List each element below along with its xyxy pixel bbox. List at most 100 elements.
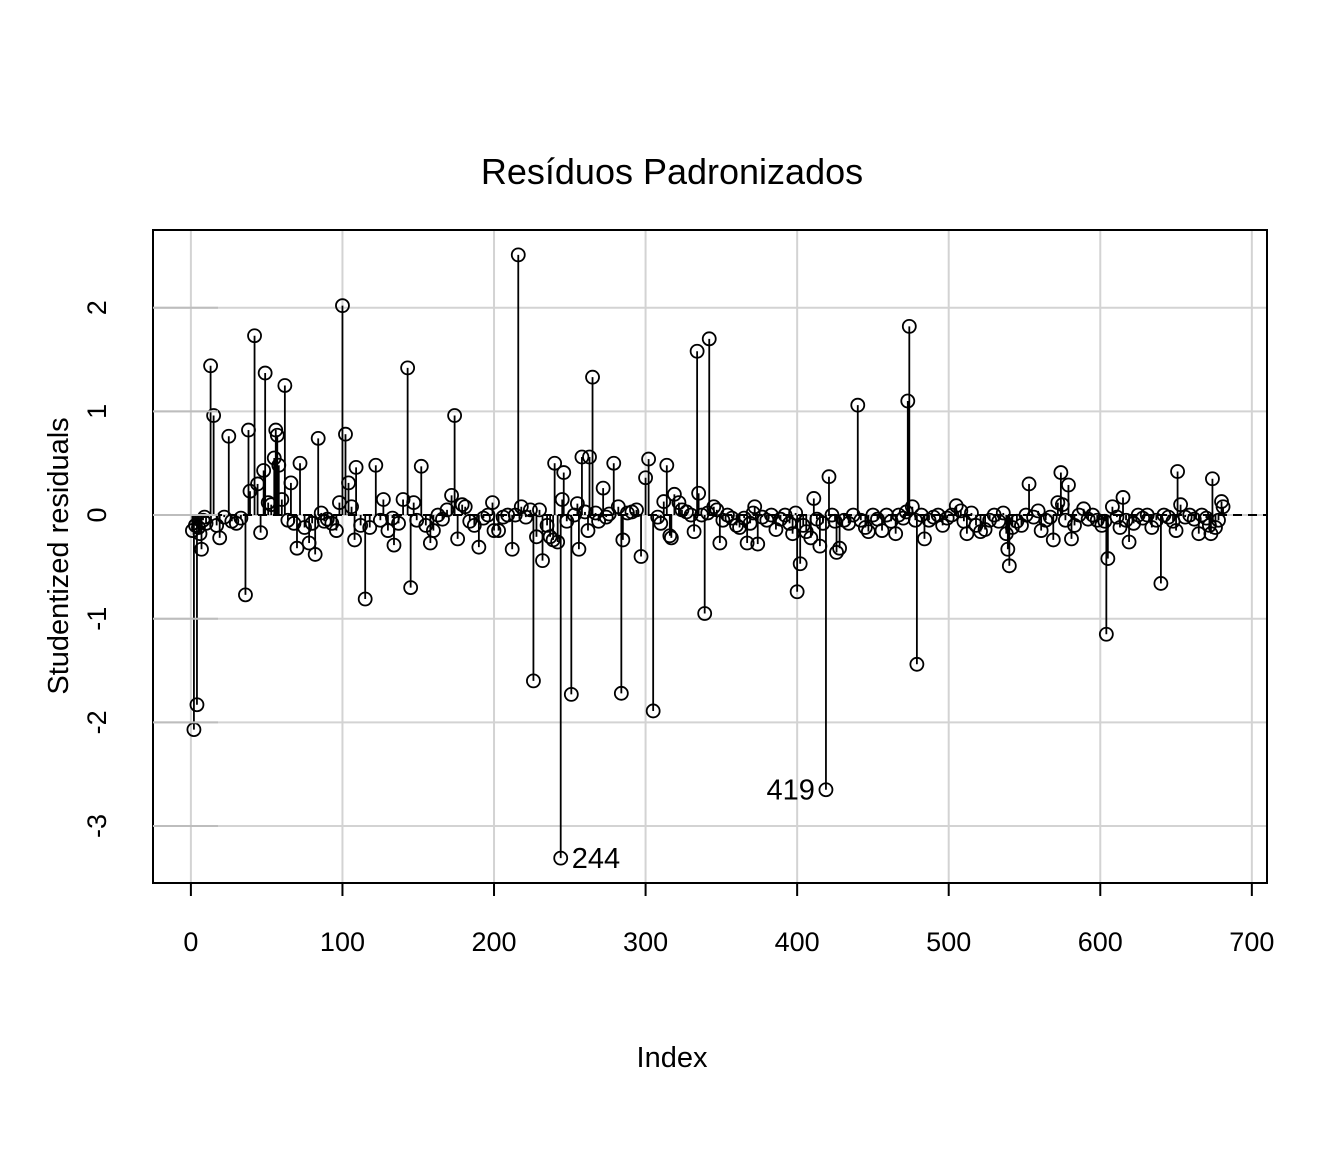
residual-point: [1211, 512, 1226, 528]
residual-point: [845, 507, 861, 523]
residual-point: [712, 535, 728, 551]
residual-point: [577, 504, 593, 520]
x-tick-label: 300: [623, 927, 668, 957]
residual-point: [747, 499, 763, 515]
residual-point: [900, 393, 916, 409]
residual-point: [739, 535, 755, 551]
x-tick-label: 100: [320, 927, 365, 957]
residual-point: [400, 360, 416, 376]
residual-point: [471, 539, 487, 555]
residual-point: [595, 480, 611, 496]
residual-point: [959, 526, 975, 542]
residual-point: [457, 499, 473, 515]
residual-point: [683, 507, 699, 523]
residual-point: [357, 591, 373, 607]
residual-point: [1109, 509, 1125, 525]
y-axis: -3 -2 -1 0 1 2: [82, 300, 218, 838]
residual-point: [221, 428, 237, 444]
residual-point: [629, 502, 644, 518]
residual-point: [368, 457, 384, 473]
residual-point: [953, 503, 969, 519]
residual-point: [403, 580, 419, 595]
residual-point: [216, 509, 232, 525]
residual-point: [1100, 551, 1116, 566]
residual-point: [1115, 490, 1131, 505]
residual-point: [189, 697, 205, 713]
residual-point: [247, 328, 262, 344]
residual-point: [297, 520, 312, 535]
residual-point: [1215, 499, 1231, 515]
residual-point: [1168, 523, 1184, 538]
y-axis-label: Studentized residuals: [43, 417, 75, 694]
residual-point: [686, 524, 702, 540]
residual-point: [500, 507, 516, 523]
residual-point: [563, 686, 579, 702]
residual-point: [188, 518, 203, 533]
residual-point: [659, 457, 675, 473]
residual-point: [666, 486, 682, 502]
residual-point: [571, 541, 587, 557]
residual-point: [212, 530, 228, 546]
residual-point: [1208, 520, 1223, 535]
residual-point: [198, 515, 214, 531]
residual-point: [917, 531, 932, 547]
residual-point: [274, 492, 290, 507]
residual-point: [1121, 534, 1137, 550]
residual-point: [691, 485, 707, 501]
residual-point: [901, 318, 917, 334]
y-tick-label: 2: [82, 300, 112, 315]
residual-point: [606, 455, 622, 471]
residual-point: [447, 408, 463, 423]
residual-point: [821, 469, 837, 485]
residual-point: [241, 422, 256, 438]
residual-point: [271, 457, 287, 473]
y-tick-label: 1: [82, 404, 112, 419]
residual-point: [292, 455, 308, 471]
residual-point: [1144, 520, 1160, 535]
residual-point: [307, 547, 323, 562]
residual-point: [827, 513, 843, 529]
residual-point: [777, 507, 793, 523]
residual-point: [269, 427, 285, 443]
residual-point: [277, 378, 293, 393]
residual-point: [466, 518, 482, 533]
residual-point: [1042, 509, 1058, 525]
residual-point: [289, 540, 305, 556]
residual-point: [462, 513, 478, 529]
residual-point: [601, 506, 617, 522]
residual-point: [353, 518, 369, 533]
residual-point: [480, 507, 496, 523]
residual-point: [547, 455, 563, 471]
residual-point: [1089, 512, 1105, 528]
residual-point: [591, 513, 606, 529]
point-label-419: 419: [767, 775, 815, 807]
residual-point: [319, 511, 335, 527]
residual-point: [504, 541, 520, 557]
residual-point: [857, 520, 873, 535]
residual-point: [532, 502, 547, 518]
residual-point: [773, 511, 788, 527]
chart-title: Resíduos Padronizados: [481, 151, 863, 192]
residual-point: [995, 505, 1011, 521]
residual-point: [1173, 497, 1189, 513]
residual-point: [444, 487, 459, 503]
residual-point: [310, 430, 326, 446]
residual-point: [335, 298, 350, 314]
residual-point: [745, 505, 761, 521]
residual-point: [1080, 511, 1096, 527]
residual-point: [1153, 576, 1169, 591]
residual-point: [233, 510, 249, 526]
x-tick-label: 0: [183, 927, 198, 957]
residual-point: [656, 494, 672, 509]
residual-point: [948, 498, 964, 514]
residual-point: [338, 426, 353, 442]
residual-point: [486, 523, 502, 538]
residual-point: [1054, 497, 1070, 513]
residual-point: [785, 526, 801, 542]
residual-point: [653, 515, 669, 531]
residual-point: [715, 512, 731, 528]
residual-point: [1094, 518, 1110, 533]
residual-point: [789, 584, 805, 600]
residual-point: [1061, 477, 1076, 493]
